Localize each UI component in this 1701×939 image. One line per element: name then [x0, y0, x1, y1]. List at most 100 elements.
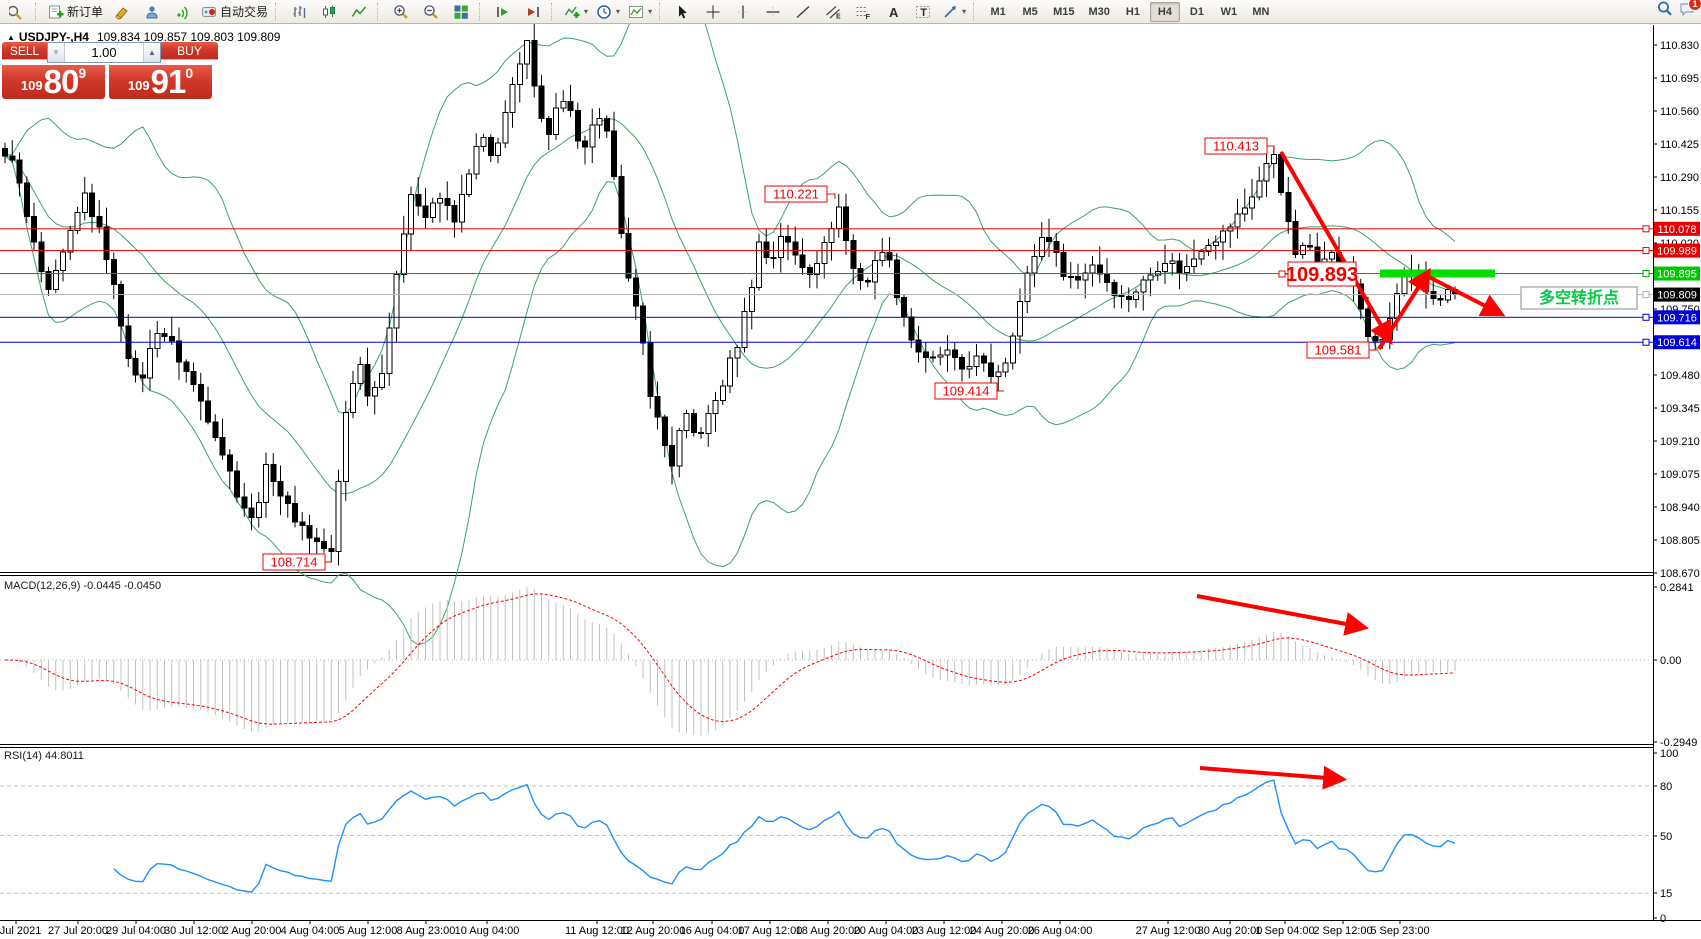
timeframe-d1-button[interactable]: D1 — [1189, 5, 1204, 18]
hline-handle[interactable] — [1642, 291, 1650, 299]
periods-button[interactable]: ▾ — [592, 1, 624, 23]
candle — [1125, 287, 1132, 313]
buy-button[interactable]: BUY — [161, 42, 218, 60]
channel-button[interactable]: E — [818, 1, 848, 23]
trend-arrow[interactable] — [1377, 267, 1431, 351]
candle — [89, 183, 95, 233]
rsi-value: 44.8011 — [44, 750, 84, 762]
candle — [618, 164, 625, 239]
shapes-button[interactable]: ▾ — [938, 1, 970, 23]
highlight-bar[interactable] — [1380, 269, 1495, 278]
horizontal-line-button[interactable] — [758, 1, 788, 23]
hline-handle[interactable] — [1642, 270, 1650, 278]
text-label-button[interactable]: T — [908, 1, 938, 23]
rsi-trend-arrow[interactable] — [1199, 765, 1348, 790]
price-tag[interactable]: 109.581 — [1306, 341, 1377, 359]
price-hline[interactable] — [0, 250, 1653, 252]
candle — [255, 492, 262, 528]
symbol-collapse-icon[interactable]: ▲ — [7, 33, 15, 42]
line-chart-button[interactable] — [344, 1, 374, 23]
timeframe-h4-button[interactable]: H4 — [1149, 1, 1180, 22]
cursor-button[interactable] — [668, 1, 698, 23]
fibonacci-button[interactable]: F — [848, 1, 878, 23]
hline-handle[interactable] — [1642, 338, 1650, 346]
vertical-line-button[interactable] — [728, 1, 758, 23]
trend-arrow[interactable] — [1428, 275, 1506, 317]
price-hline[interactable] — [0, 273, 1653, 275]
buy-price[interactable]: 109 91 0 — [109, 65, 212, 99]
chart-shift-button[interactable] — [518, 1, 548, 23]
volume-increase-button[interactable]: ▲ — [143, 43, 160, 62]
candle — [1249, 179, 1255, 220]
timeframe-m30-button[interactable]: M30 — [1088, 5, 1110, 18]
tile-windows-button[interactable] — [446, 1, 476, 23]
trendline-button[interactable] — [788, 1, 818, 23]
templates-button[interactable]: ▾ — [624, 1, 656, 23]
hline-handle[interactable] — [1642, 313, 1650, 321]
rsi-line — [113, 779, 1456, 893]
price-hline[interactable] — [0, 341, 1653, 343]
time-tick-label: 16 Aug 04:00 — [680, 925, 745, 937]
autotrading-button[interactable]: 自动交易 — [197, 1, 272, 23]
price-tag[interactable]: 110.221 — [764, 185, 836, 203]
timeframe-mn-button[interactable]: MN — [1252, 5, 1270, 18]
cursor-icon — [679, 5, 688, 18]
volume-decrease-button[interactable]: ▼ — [48, 43, 65, 62]
timeframe-h1-button[interactable]: H1 — [1125, 5, 1140, 18]
candle — [531, 23, 538, 98]
crosshair-button[interactable] — [698, 1, 728, 23]
volume-value[interactable]: 1.00 — [91, 45, 117, 60]
chart-title: ▲ USDJPY-,H4 109.834 109.857 109.803 109.8… — [7, 30, 280, 44]
dropdown-caret-icon[interactable]: ▾ — [616, 7, 621, 16]
price-tag[interactable]: 110.413 — [1204, 137, 1275, 155]
bar-chart-button[interactable] — [284, 1, 314, 23]
search-button[interactable] — [1657, 1, 1673, 22]
candle — [81, 176, 88, 221]
candle — [741, 297, 748, 353]
price-tag[interactable]: 109.414 — [934, 382, 1004, 400]
candle-chart-button[interactable] — [314, 1, 344, 23]
price-tag[interactable]: 108.714 — [262, 553, 332, 571]
timeframe-m5-button[interactable]: M5 — [1022, 5, 1038, 18]
auto-scroll-button[interactable] — [488, 1, 518, 23]
dropdown-caret-icon[interactable]: ▾ — [962, 7, 967, 16]
candle — [161, 327, 168, 342]
sell-button[interactable]: SELL — [2, 42, 47, 60]
dropdown-caret-icon[interactable]: ▾ — [648, 7, 653, 16]
zoom-in-button[interactable] — [386, 1, 416, 23]
chat-button[interactable]: 1 — [1679, 0, 1701, 22]
zoom-out-button[interactable] — [416, 1, 446, 23]
candle — [487, 134, 494, 163]
chart-window-icon[interactable] — [2, 1, 32, 23]
indicators-button[interactable]: ▾ — [560, 1, 592, 23]
autoscroll-icon — [497, 6, 509, 17]
toolbar-separator — [35, 2, 40, 21]
price-hline[interactable] — [0, 294, 1653, 296]
price-hline[interactable] — [0, 228, 1653, 230]
axis-price-label: 109.716 — [1654, 310, 1700, 325]
new-order-button[interactable]: 新订单 — [44, 1, 107, 23]
candle — [661, 414, 668, 458]
axis-price-label-text: 109.895 — [1657, 269, 1697, 281]
timeframe-m15-button[interactable]: M15 — [1053, 5, 1075, 18]
candle — [132, 350, 139, 383]
signals-button[interactable] — [167, 1, 197, 23]
annotation-note[interactable]: 多空转折点 — [1520, 286, 1638, 310]
sell-price-big: 80 — [43, 63, 80, 100]
candle — [1437, 295, 1444, 307]
trend-arrow[interactable] — [1279, 150, 1393, 346]
price-hline[interactable] — [0, 316, 1653, 318]
eraser-icon-button[interactable] — [107, 1, 137, 23]
timeframe-m1-button[interactable]: M1 — [990, 5, 1006, 18]
big-price-tag[interactable]: 109.893 — [1278, 261, 1358, 287]
timeframe-w1-button[interactable]: W1 — [1220, 5, 1238, 18]
publish-button[interactable] — [137, 1, 167, 23]
sell-price[interactable]: 109 80 9 — [2, 65, 105, 99]
hline-handle[interactable] — [1642, 225, 1650, 233]
candle — [611, 111, 617, 181]
hline-handle[interactable] — [1642, 247, 1650, 255]
macd-trend-arrow[interactable] — [1196, 594, 1370, 636]
dropdown-caret-icon[interactable]: ▾ — [584, 7, 589, 16]
text-button[interactable]: A — [878, 1, 908, 23]
